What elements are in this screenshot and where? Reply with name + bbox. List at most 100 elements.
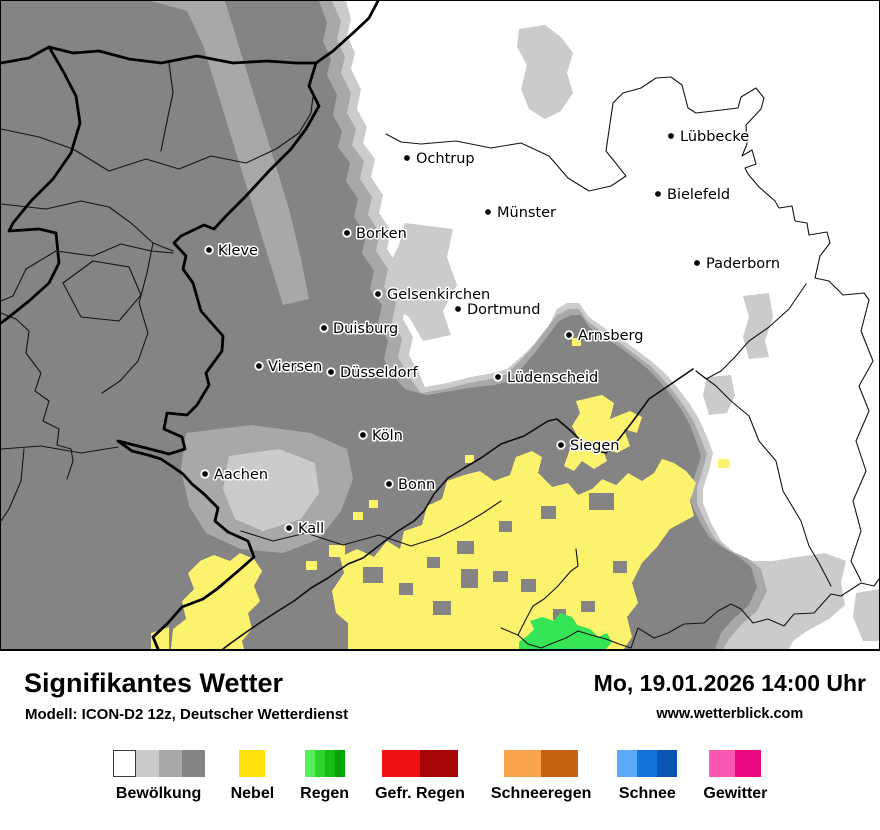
city-marker: Bielefeld <box>653 186 732 205</box>
legend-color-swatch <box>735 750 762 777</box>
city-label: Düsseldorf <box>340 365 418 381</box>
cloud-shade-patches <box>151 1 353 553</box>
city-marker: Düsseldorf <box>326 364 420 383</box>
legend-label: Gefr. Regen <box>375 785 465 802</box>
city-label: Arnsberg <box>578 328 643 344</box>
city-label: Borken <box>356 226 407 242</box>
legend-color-swatch <box>304 750 315 777</box>
city-dot <box>254 361 264 371</box>
legend-color-swatch <box>381 750 420 777</box>
header-right: Mo, 19.01.2026 14:00 Uhr www.wetterblick… <box>594 670 866 722</box>
city-marker: Aachen <box>200 466 270 485</box>
fog-layer <box>151 338 729 649</box>
city-marker: Münster <box>483 204 558 223</box>
city-dot <box>653 189 663 199</box>
city-dot <box>200 469 210 479</box>
city-label: Aachen <box>214 467 268 483</box>
city-layer: Ochtrup Lübbecke Münster Bielefeld Borken Kle… <box>200 128 782 539</box>
website-url: www.wetterblick.com <box>656 706 804 722</box>
city-dot <box>483 207 493 217</box>
legend-label: Schneeregen <box>490 785 592 802</box>
legend-item: Gewitter <box>703 750 767 803</box>
city-dot <box>384 479 394 489</box>
weather-map: Ochtrup Lübbecke Münster Bielefeld Borken Kle… <box>0 0 880 651</box>
city-label: Ochtrup <box>416 151 475 167</box>
city-marker: Borken <box>342 225 408 244</box>
legend-swatches <box>617 750 678 777</box>
city-marker: Kall <box>284 520 326 539</box>
legend-swatches <box>504 750 579 777</box>
legend: Bewölkung Nebel Regen Gefr. Regen Schneerege… <box>0 750 880 803</box>
city-marker: Viersen <box>254 358 324 377</box>
city-label: Viersen <box>268 359 322 375</box>
city-label: Paderborn <box>706 256 780 272</box>
legend-swatches <box>239 750 266 777</box>
city-label: Köln <box>372 428 403 444</box>
state-border <box>222 368 694 649</box>
city-dot <box>358 430 368 440</box>
city-marker: Kleve <box>204 242 260 261</box>
city-marker: Siegen <box>556 437 621 456</box>
legend-color-swatch <box>181 750 205 777</box>
legend-color-swatch <box>504 750 542 777</box>
legend-item: Gefr. Regen <box>375 750 465 803</box>
city-marker: Arnsberg <box>564 327 645 346</box>
city-label: Duisburg <box>333 321 398 337</box>
legend-swatches <box>709 750 762 777</box>
rain-layer <box>519 613 612 649</box>
city-marker: Lübbecke <box>666 128 751 147</box>
city-dot <box>556 440 566 450</box>
map-canvas: Ochtrup Lübbecke Münster Bielefeld Borken Kle… <box>1 1 879 649</box>
legend-label: Nebel <box>230 785 275 802</box>
city-marker: Duisburg <box>319 320 400 339</box>
model-info: Modell: ICON-D2 12z, Deutscher Wetterdie… <box>25 706 349 723</box>
legend-item: Schneeregen <box>491 750 591 803</box>
legend-color-swatch <box>314 750 325 777</box>
legend-color-swatch <box>112 750 136 777</box>
city-label: Dortmund <box>467 302 540 318</box>
city-marker: Dortmund <box>453 301 542 320</box>
city-dot <box>284 523 294 533</box>
legend-color-swatch <box>617 750 638 777</box>
legend-item: Bewölkung <box>112 750 205 803</box>
city-label: Kall <box>298 521 324 537</box>
city-dot <box>453 304 463 314</box>
legend-item: Regen <box>300 750 349 803</box>
legend-label: Bewölkung <box>115 785 202 802</box>
city-marker: Lüdenscheid <box>493 369 600 388</box>
city-label: Lüdenscheid <box>507 370 598 386</box>
legend-item: Nebel <box>230 750 275 803</box>
legend-item: Schnee <box>617 750 678 803</box>
legend-color-swatch <box>657 750 678 777</box>
city-label: Siegen <box>570 438 619 454</box>
legend-color-swatch <box>239 750 266 777</box>
city-dot <box>402 153 412 163</box>
city-marker: Paderborn <box>692 255 782 274</box>
city-dot <box>493 372 503 382</box>
city-marker: Köln <box>358 427 404 446</box>
legend-color-swatch <box>637 750 658 777</box>
legend-color-swatch <box>324 750 335 777</box>
legend-swatches <box>304 750 345 777</box>
city-marker: Ochtrup <box>402 150 476 169</box>
city-label: Münster <box>497 205 556 221</box>
city-marker: Bonn <box>384 476 437 495</box>
legend-color-swatch <box>419 750 458 777</box>
city-label: Lübbecke <box>680 129 749 145</box>
map-footer-header: Signifikantes Wetter Modell: ICON-D2 12z… <box>0 651 880 746</box>
city-dot <box>204 245 214 255</box>
legend-color-swatch <box>135 750 159 777</box>
city-label: Bielefeld <box>667 187 730 203</box>
city-label: Bonn <box>398 477 435 493</box>
legend-label: Schnee <box>618 785 676 802</box>
district-borders <box>1 62 879 649</box>
legend-swatches <box>112 750 205 777</box>
city-marker: Gelsenkirchen <box>373 286 492 305</box>
legend-label: Gewitter <box>703 785 768 802</box>
city-dot <box>666 131 676 141</box>
city-dot <box>326 367 336 377</box>
city-dot <box>564 330 574 340</box>
city-label: Kleve <box>218 243 258 259</box>
legend-color-swatch <box>334 750 345 777</box>
legend-label: Regen <box>300 785 350 802</box>
